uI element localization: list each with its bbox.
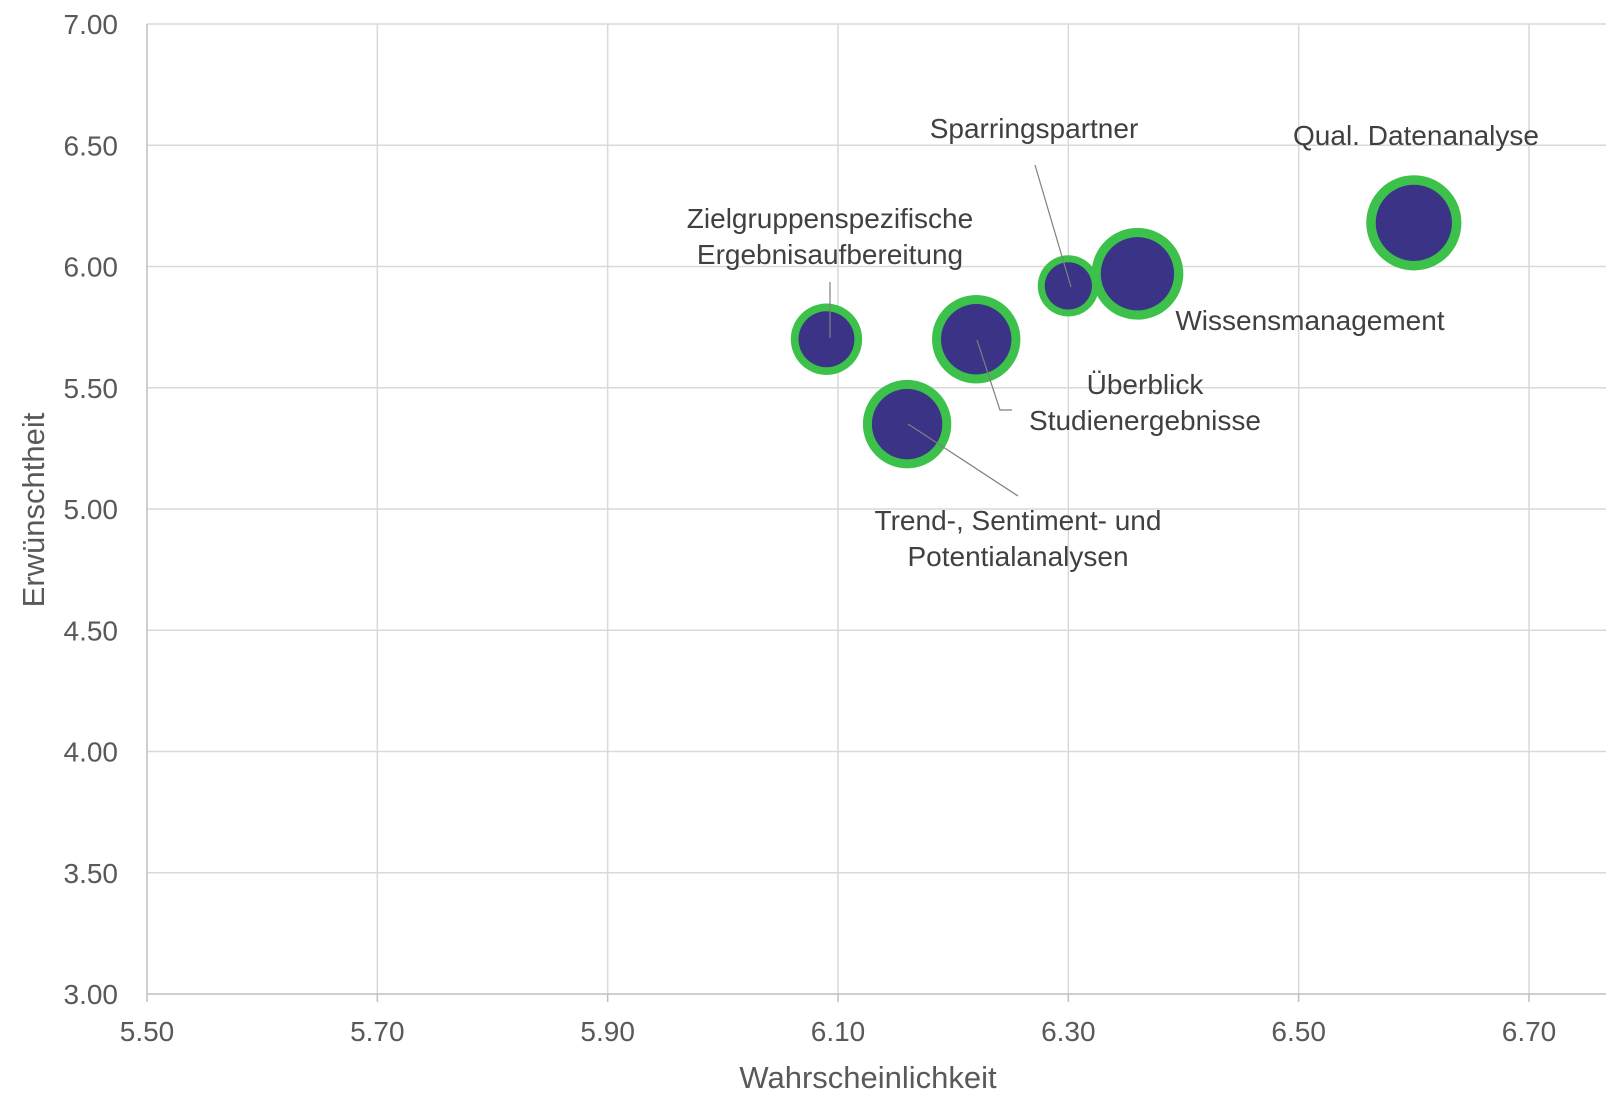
x-tick-label: 5.50 xyxy=(120,1016,175,1047)
bubble xyxy=(798,311,855,368)
y-tick-label: 5.50 xyxy=(64,373,119,404)
bubble-label-line: Zielgruppenspezifische xyxy=(687,203,973,234)
bubble-label: Zielgruppenspezifische Ergebnisaufbereitu… xyxy=(687,203,973,270)
bubble xyxy=(1044,262,1092,310)
bubble-label: Wissensmanagement xyxy=(1175,305,1444,336)
bubble-label: Überblick Studienergebnisse xyxy=(1029,369,1261,436)
bubble-label-line: Sparringspartner xyxy=(930,113,1139,144)
bubble-label: Sparringspartner xyxy=(930,113,1139,144)
leader-line xyxy=(1034,164,1072,288)
x-tick-label: 6.30 xyxy=(1041,1016,1096,1047)
bubble-label: Trend-, Sentiment- und Potentialanalysen xyxy=(875,505,1162,572)
x-tick-label: 5.70 xyxy=(350,1016,405,1047)
y-tick-label: 7.00 xyxy=(64,9,119,40)
bubble-label-line: Ergebnisaufbereitung xyxy=(697,239,963,270)
bubble xyxy=(941,304,1012,375)
leader-lines xyxy=(829,164,1072,497)
point-labels: Zielgruppenspezifische Ergebnisaufbereitu… xyxy=(687,113,1539,572)
bubble-label-line: Trend-, Sentiment- und xyxy=(875,505,1162,536)
bubbles xyxy=(790,175,1462,469)
x-tick-label: 6.10 xyxy=(811,1016,866,1047)
bubble xyxy=(1100,237,1175,311)
y-tick-label: 6.00 xyxy=(64,252,119,283)
y-axis-title: Erwünschtheit xyxy=(16,412,51,607)
bubble-label-line: Überblick xyxy=(1087,369,1205,400)
bubble xyxy=(1375,184,1452,261)
bubble-label-line: Studienergebnisse xyxy=(1029,405,1261,436)
bubble-label: Qual. Datenanalyse xyxy=(1293,120,1539,151)
grid-lines xyxy=(147,23,1606,994)
y-tick-label: 4.50 xyxy=(64,615,119,646)
y-tick-label: 3.00 xyxy=(64,979,119,1010)
x-axis-title: Wahrscheinlichkeit xyxy=(739,1060,997,1095)
x-tick-label: 6.50 xyxy=(1271,1016,1326,1047)
axes: 3.00 3.50 4.00 4.50 5.00 5.50 6.00 6.50 7.00 5.50… xyxy=(64,9,1606,1047)
x-tick-label: 5.90 xyxy=(580,1016,635,1047)
y-tick-label: 6.50 xyxy=(64,130,119,161)
x-tick-label: 6.70 xyxy=(1502,1016,1557,1047)
y-tick-label: 5.00 xyxy=(64,494,119,525)
leader-line xyxy=(907,423,1019,497)
bubble-label-line: Potentialanalysen xyxy=(907,541,1128,572)
y-tick-label: 3.50 xyxy=(64,858,119,889)
y-tick-label: 4.00 xyxy=(64,737,119,768)
leader-line xyxy=(976,339,1012,411)
bubble-label-line: Wissensmanagement xyxy=(1175,305,1444,336)
bubble-label-line: Qual. Datenanalyse xyxy=(1293,120,1539,151)
bubble xyxy=(871,388,943,460)
